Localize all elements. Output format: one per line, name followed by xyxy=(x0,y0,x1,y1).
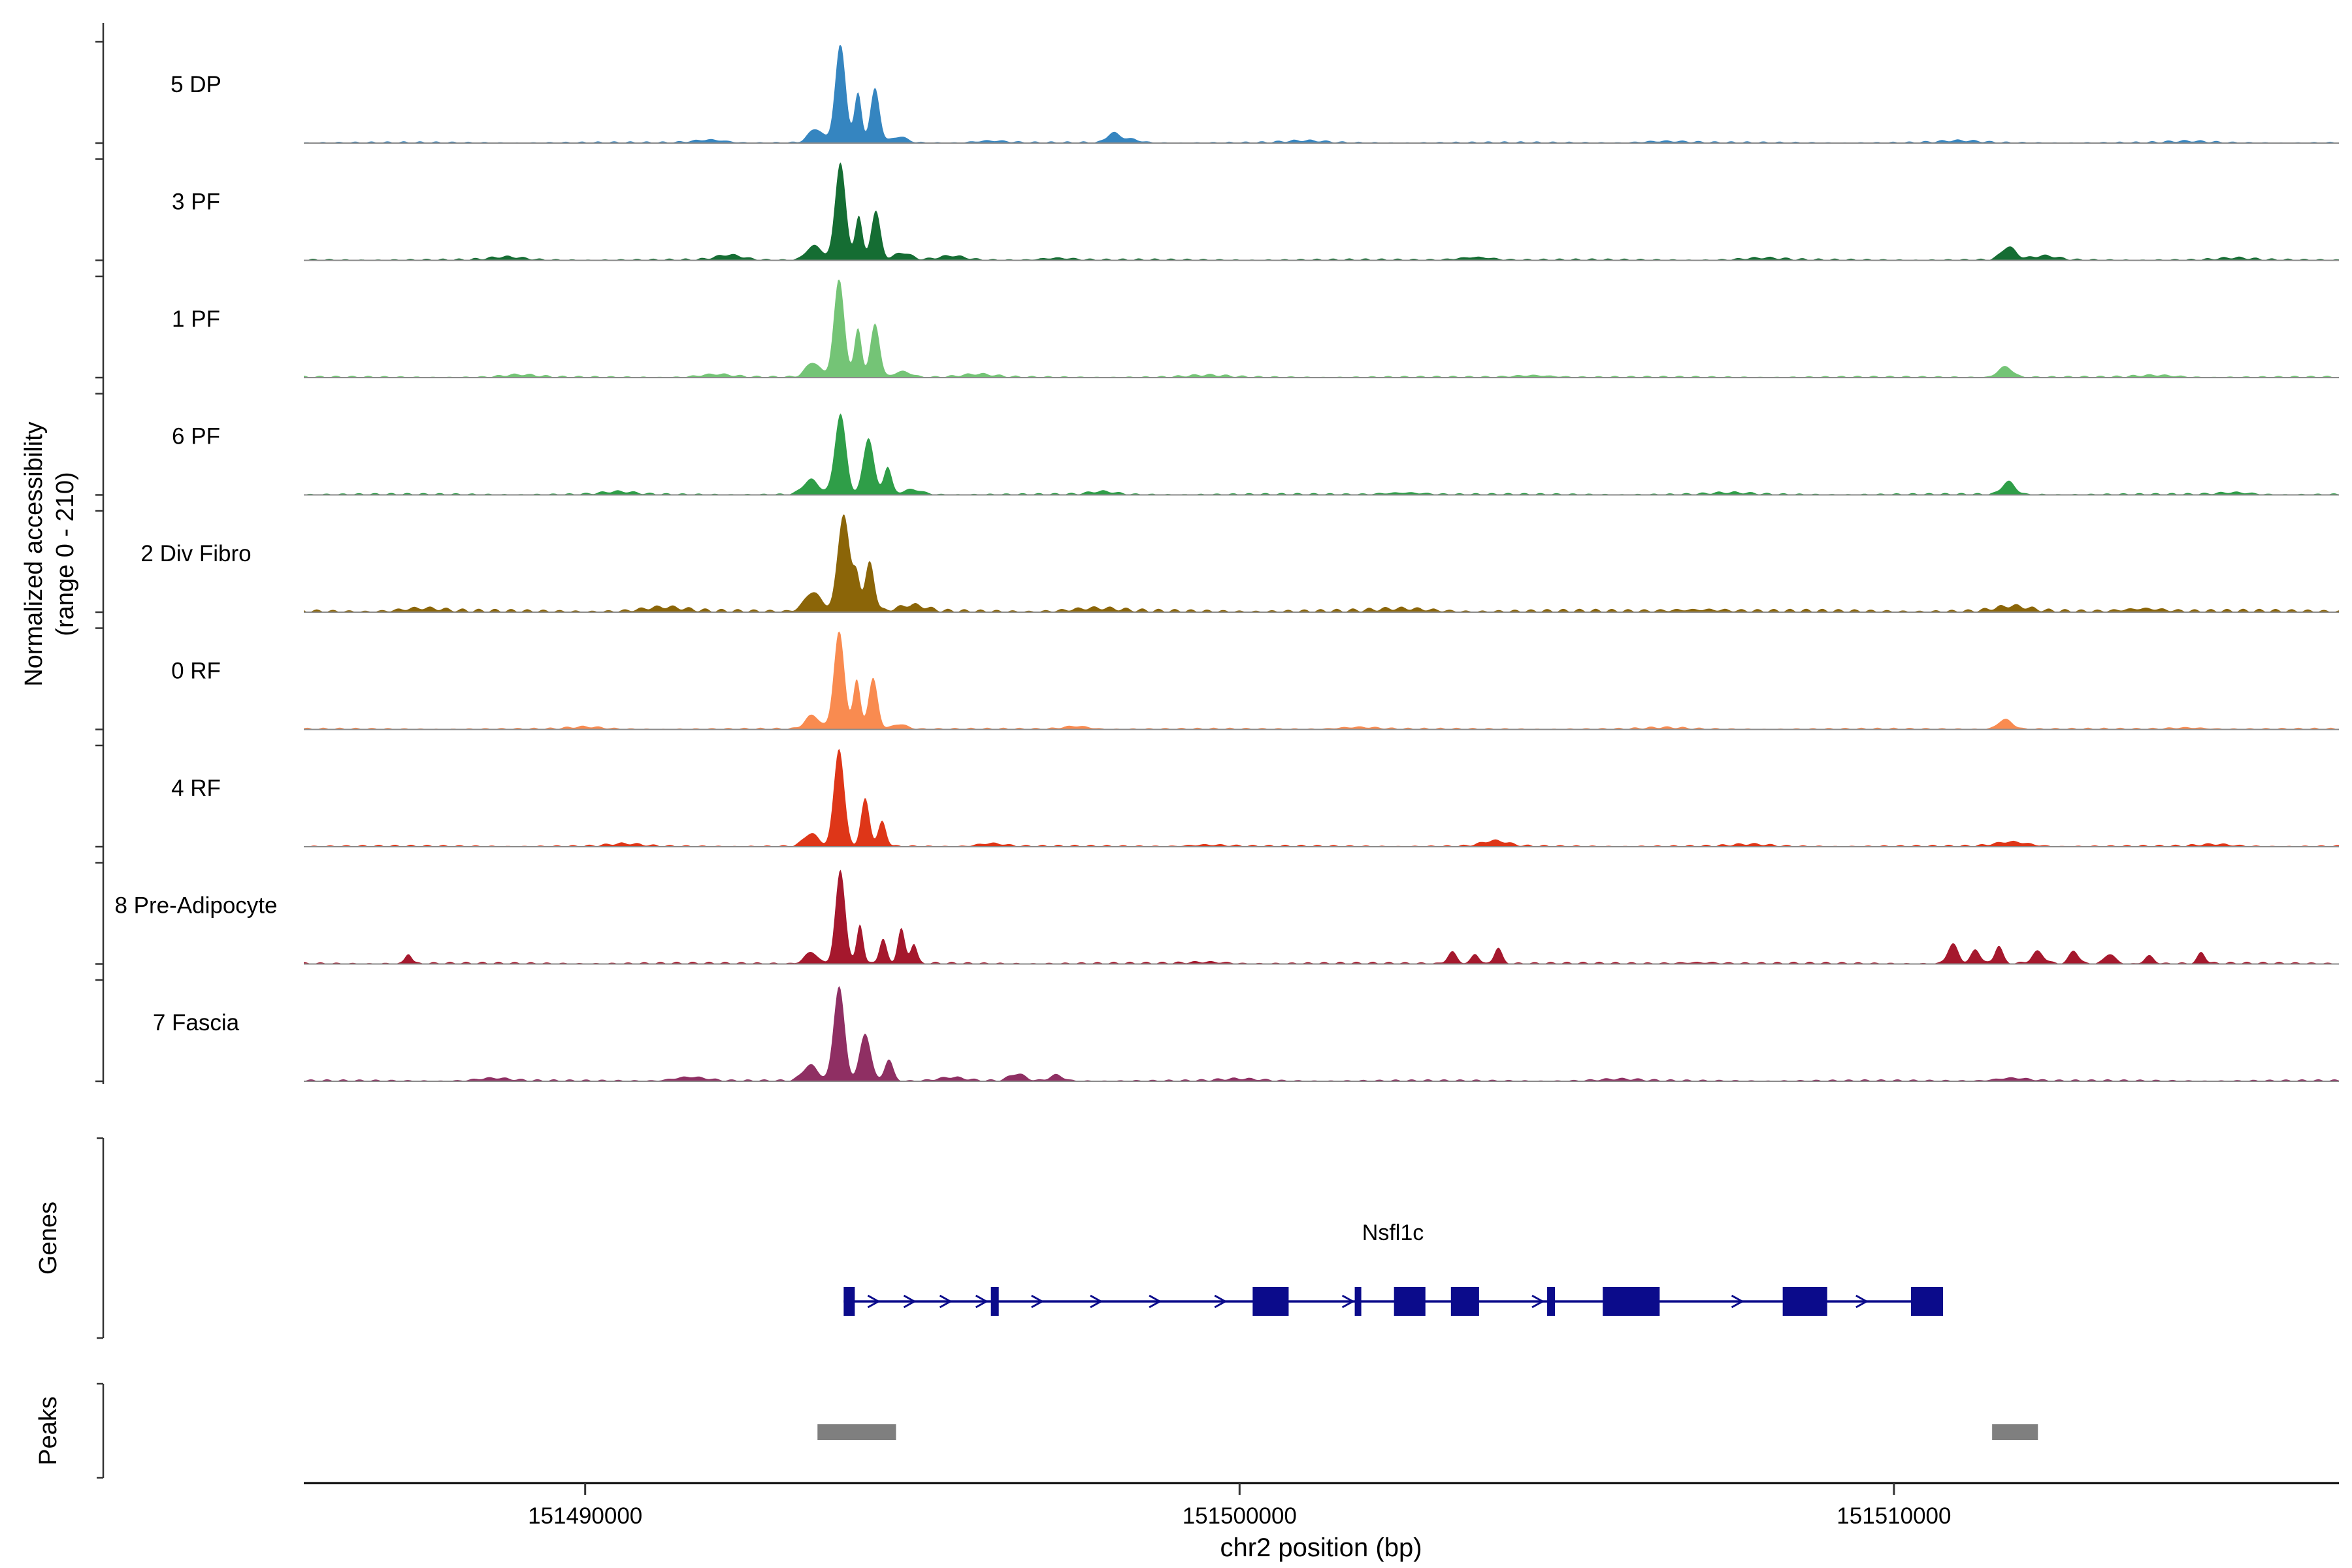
gene-exon xyxy=(843,1287,855,1316)
genes-section: Genes Nsfl1c xyxy=(35,1137,1944,1339)
signal-track-5-dp: 5 DP xyxy=(171,45,2339,144)
strand-arrow-icon xyxy=(1149,1294,1162,1309)
signal-track-4-rf: 4 RF xyxy=(171,749,2339,847)
peaks-section-label: Peaks xyxy=(35,1396,62,1465)
gene-exon xyxy=(1547,1287,1556,1316)
strand-arrow-icon xyxy=(1214,1294,1228,1309)
track-label: 0 RF xyxy=(171,659,221,684)
x-tick-label: 151510000 xyxy=(1837,1503,1951,1529)
y-axis-bracket xyxy=(95,23,105,1084)
gene-exon xyxy=(990,1287,999,1316)
strand-arrow-icon xyxy=(1531,1294,1545,1309)
gene-exon xyxy=(1252,1287,1289,1316)
y-axis-label-line2: (range 0 - 210) xyxy=(52,472,79,636)
peaks-section: Peaks xyxy=(35,1382,2038,1479)
coverage-signal xyxy=(304,280,2339,378)
y-axis-label-line1: Normalized accessibility xyxy=(20,421,48,686)
track-label: 1 PF xyxy=(172,306,220,332)
strand-arrow-icon xyxy=(1031,1294,1044,1309)
gene-exon xyxy=(1394,1287,1426,1316)
strand-arrow-icon xyxy=(1090,1294,1103,1309)
peak-region xyxy=(1992,1424,2038,1440)
strand-arrow-icon xyxy=(1731,1294,1744,1309)
signal-track-3-pf: 3 PF xyxy=(172,162,2339,261)
coverage-signal xyxy=(304,45,2339,143)
gene-exon xyxy=(1603,1287,1660,1316)
track-label: 3 PF xyxy=(172,189,220,215)
x-axis: 151490000 151500000 151510000 xyxy=(304,1482,2339,1529)
x-tick-label: 151500000 xyxy=(1183,1503,1297,1529)
coverage-signal xyxy=(304,749,2339,847)
peak-regions xyxy=(817,1424,2038,1440)
gene-exon xyxy=(1354,1287,1362,1316)
signal-track-2-div-fibro: 2 Div Fibro xyxy=(140,514,2339,613)
strand-arrow-icon xyxy=(867,1294,881,1309)
track-label: 4 RF xyxy=(171,776,221,801)
x-axis-title: chr2 position (bp) xyxy=(1220,1533,1422,1562)
signal-track-6-pf: 6 PF xyxy=(172,413,2339,496)
coverage-signal xyxy=(304,413,2339,495)
signal-track-7-fascia: 7 Fascia xyxy=(153,986,2339,1082)
strand-arrow-icon xyxy=(903,1294,917,1309)
strand-arrow-icon xyxy=(975,1294,988,1309)
gene-exon xyxy=(1450,1287,1479,1316)
track-label: 7 Fascia xyxy=(153,1010,240,1036)
coverage-signal xyxy=(304,870,2339,964)
coverage-signal xyxy=(304,514,2339,612)
track-label: 8 Pre-Adipocyte xyxy=(114,893,277,919)
coverage-signal xyxy=(304,162,2339,261)
gene-name-label: Nsfl1c xyxy=(1362,1220,1424,1245)
track-label: 5 DP xyxy=(171,72,221,97)
signal-track-0-rf: 0 RF xyxy=(171,631,2339,730)
strand-arrow-icon xyxy=(1341,1294,1355,1309)
signal-track-8-pre-adipocyte: 8 Pre-Adipocyte xyxy=(114,870,2339,965)
x-tick-label: 151490000 xyxy=(528,1503,642,1529)
coverage-signal xyxy=(304,986,2339,1081)
track-label: 6 PF xyxy=(172,424,220,449)
coverage-signal xyxy=(304,631,2339,730)
strand-arrow-icon xyxy=(939,1294,953,1309)
peak-region xyxy=(817,1424,896,1440)
strand-arrow-icon xyxy=(1855,1294,1869,1309)
coverage-tracks: 5 DP 3 PF 1 PF 6 PF 2 Div Fibro 0 RF 4 RF 8 Pre… xyxy=(114,45,2339,1082)
signal-track-1-pf: 1 PF xyxy=(172,280,2339,378)
genes-section-label: Genes xyxy=(35,1201,62,1275)
gene-exon xyxy=(1910,1287,1944,1316)
gene-model xyxy=(843,1287,1944,1316)
gene-exon xyxy=(1782,1287,1827,1316)
track-label: 2 Div Fibro xyxy=(140,541,251,566)
